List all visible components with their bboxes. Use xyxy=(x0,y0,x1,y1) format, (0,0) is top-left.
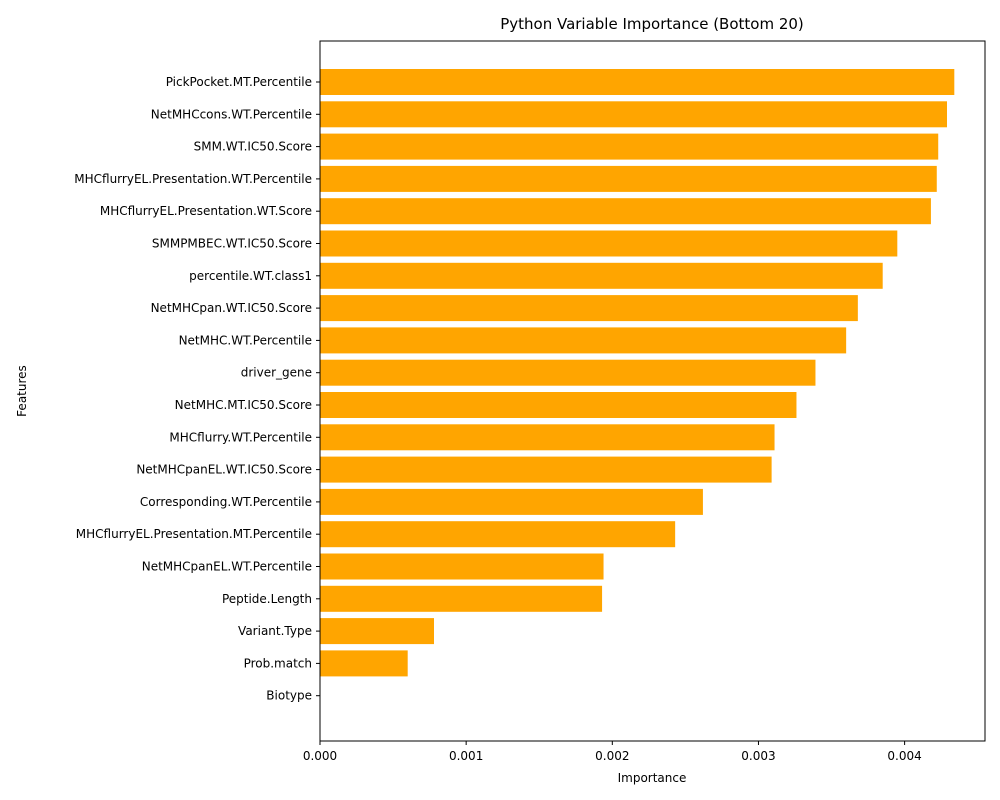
bar xyxy=(320,392,797,418)
bar xyxy=(320,521,676,548)
bar xyxy=(320,230,898,257)
bar xyxy=(320,359,816,386)
y-tick-label: NetMHCcons.WT.Percentile xyxy=(151,107,312,121)
x-tick-label: 0.004 xyxy=(887,749,921,763)
y-tick-label: MHCflurryEL.Presentation.WT.Score xyxy=(100,204,312,218)
bar xyxy=(320,198,931,225)
plot-frame xyxy=(319,40,986,742)
y-axis-label: Features xyxy=(15,365,29,417)
y-tick-label: NetMHCpanEL.WT.Percentile xyxy=(142,560,312,574)
x-ticks: 0.000 0.001 0.002 0.003 0.004 xyxy=(303,741,922,763)
bar xyxy=(320,327,847,354)
y-tick-label: Biotype xyxy=(266,689,312,703)
bar xyxy=(320,69,955,95)
y-tick-label: MHCflurry.WT.Percentile xyxy=(169,430,312,444)
bars-group xyxy=(320,69,955,677)
y-tick-label: Peptide.Length xyxy=(222,592,312,606)
bar xyxy=(320,456,772,483)
y-tick-label: PickPocket.MT.Percentile xyxy=(166,75,312,89)
bar xyxy=(320,650,408,677)
x-tick-label: 0.002 xyxy=(595,749,629,763)
y-tick-label: driver_gene xyxy=(241,366,312,380)
x-tick-label: 0.000 xyxy=(303,749,337,763)
x-tick-label: 0.001 xyxy=(449,749,483,763)
y-tick-label: NetMHCpan.WT.IC50.Score xyxy=(151,301,312,315)
x-axis-label: Importance xyxy=(618,771,687,785)
y-tick-label: Prob.match xyxy=(244,656,312,670)
x-tick-label: 0.003 xyxy=(741,749,775,763)
y-tick-label: SMMPMBEC.WT.IC50.Score xyxy=(152,237,312,251)
y-tick-label: MHCflurryEL.Presentation.MT.Percentile xyxy=(76,527,312,541)
y-tick-label: NetMHC.MT.IC50.Score xyxy=(175,398,312,412)
y-tick-label: NetMHCpanEL.WT.IC50.Score xyxy=(136,463,312,477)
y-tick-label: percentile.WT.class1 xyxy=(189,269,312,283)
y-tick-label: SMM.WT.IC50.Score xyxy=(194,140,312,154)
chart-title: Python Variable Importance (Bottom 20) xyxy=(500,15,804,33)
bar xyxy=(320,133,939,160)
y-tick-label: Variant.Type xyxy=(238,624,312,638)
bar xyxy=(320,618,434,645)
bar xyxy=(320,262,883,289)
bar xyxy=(320,424,775,451)
bar xyxy=(320,295,858,322)
y-tick-labels: PickPocket.MT.Percentile NetMHCcons.WT.Pe… xyxy=(74,75,320,703)
y-tick-label: NetMHC.WT.Percentile xyxy=(179,333,312,347)
bar xyxy=(320,101,947,128)
y-tick-label: MHCflurryEL.Presentation.WT.Percentile xyxy=(74,172,312,186)
bar xyxy=(320,585,603,612)
bar xyxy=(320,488,703,515)
y-tick-label: Corresponding.WT.Percentile xyxy=(140,495,312,509)
bar xyxy=(320,553,604,580)
bar xyxy=(320,165,937,192)
